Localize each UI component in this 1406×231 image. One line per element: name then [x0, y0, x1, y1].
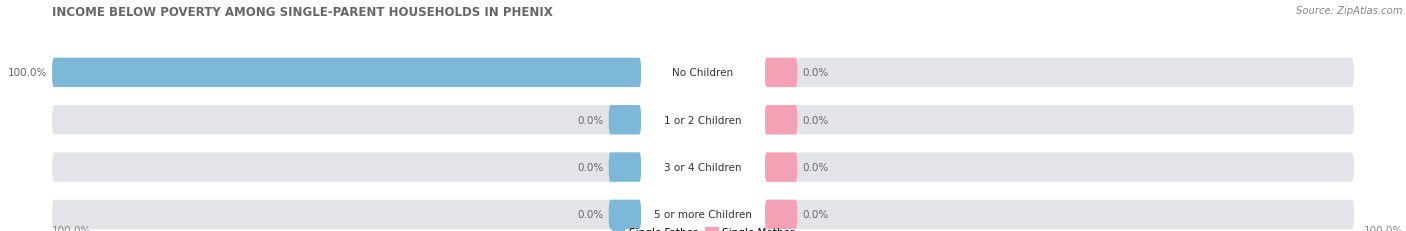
Text: 0.0%: 0.0%	[576, 115, 603, 125]
FancyBboxPatch shape	[609, 200, 641, 229]
FancyBboxPatch shape	[765, 153, 797, 182]
Text: 100.0%: 100.0%	[52, 225, 91, 231]
FancyBboxPatch shape	[52, 58, 641, 88]
FancyBboxPatch shape	[765, 153, 1354, 182]
FancyBboxPatch shape	[641, 153, 765, 182]
Text: 1 or 2 Children: 1 or 2 Children	[664, 115, 742, 125]
FancyBboxPatch shape	[609, 153, 641, 182]
FancyBboxPatch shape	[52, 58, 641, 88]
FancyBboxPatch shape	[641, 106, 765, 135]
FancyBboxPatch shape	[609, 106, 641, 135]
Text: Source: ZipAtlas.com: Source: ZipAtlas.com	[1296, 6, 1403, 16]
Text: 100.0%: 100.0%	[7, 68, 46, 78]
Text: 100.0%: 100.0%	[1364, 225, 1403, 231]
FancyBboxPatch shape	[641, 58, 765, 88]
Text: 5 or more Children: 5 or more Children	[654, 210, 752, 219]
Text: 0.0%: 0.0%	[803, 162, 830, 172]
FancyBboxPatch shape	[765, 58, 1354, 88]
FancyBboxPatch shape	[765, 106, 1354, 135]
FancyBboxPatch shape	[641, 200, 765, 229]
Text: 0.0%: 0.0%	[576, 162, 603, 172]
Text: 0.0%: 0.0%	[803, 115, 830, 125]
FancyBboxPatch shape	[52, 106, 641, 135]
Text: No Children: No Children	[672, 68, 734, 78]
FancyBboxPatch shape	[765, 200, 797, 229]
Text: 0.0%: 0.0%	[576, 210, 603, 219]
FancyBboxPatch shape	[52, 200, 641, 229]
FancyBboxPatch shape	[765, 106, 797, 135]
Legend: Single Father, Single Mother: Single Father, Single Mother	[612, 227, 794, 231]
FancyBboxPatch shape	[765, 58, 797, 88]
FancyBboxPatch shape	[52, 153, 641, 182]
FancyBboxPatch shape	[765, 200, 1354, 229]
Text: 0.0%: 0.0%	[803, 68, 830, 78]
Text: 0.0%: 0.0%	[803, 210, 830, 219]
Text: INCOME BELOW POVERTY AMONG SINGLE-PARENT HOUSEHOLDS IN PHENIX: INCOME BELOW POVERTY AMONG SINGLE-PARENT…	[52, 6, 553, 19]
Text: 3 or 4 Children: 3 or 4 Children	[664, 162, 742, 172]
